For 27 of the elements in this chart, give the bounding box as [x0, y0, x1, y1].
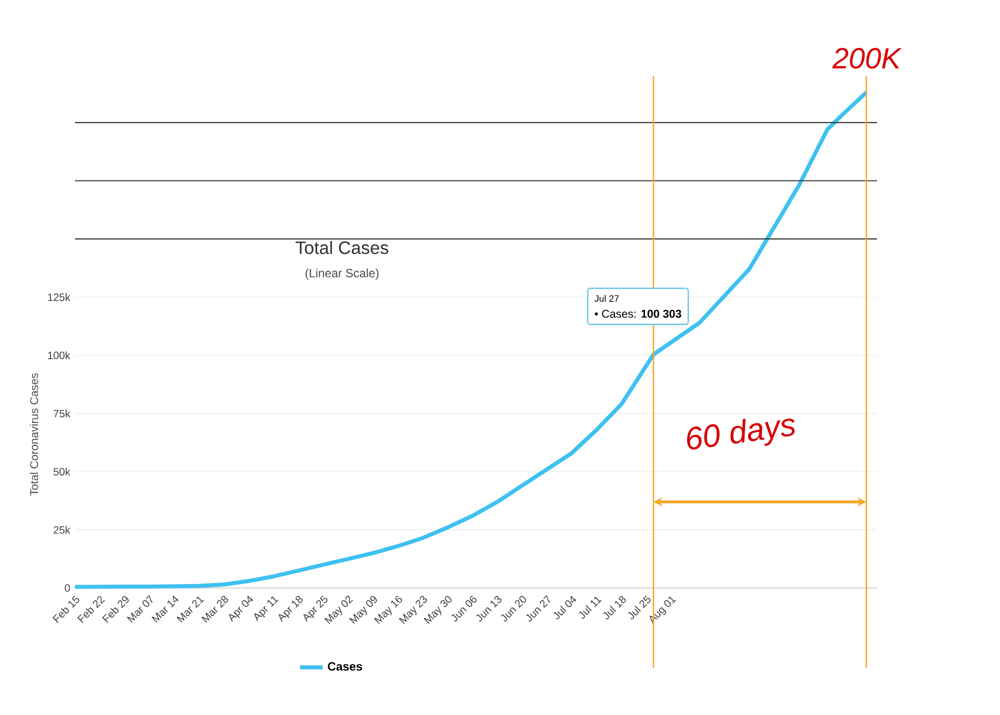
annotation: • Cases: 100 303 — [594, 310, 682, 318]
x-tick-label: Apr 18 — [278, 596, 303, 622]
text: Total Cases — [296, 240, 388, 254]
ref-line-label: 200K — [832, 48, 902, 69]
x-tick-label: Jun 20 — [501, 596, 526, 622]
y-tick-label: 100k — [48, 351, 70, 360]
y-axis-title: Total Coronavirus Cases — [30, 373, 38, 496]
y-tick-label: 50k — [54, 468, 70, 476]
x-tick-label: Apr 11 — [254, 596, 279, 622]
x-tick-label: Aug 01 — [650, 596, 676, 624]
y-tick-label: 25k — [54, 526, 70, 534]
y-tick-label: 0 — [64, 584, 70, 592]
annotation: Jul 27 — [594, 295, 619, 302]
y-tick-label: 125k — [48, 293, 70, 301]
x-tick-label: Jul 18 — [603, 596, 626, 620]
x-tick-label: Jun 06 — [451, 596, 477, 622]
y-tick-label: 75k — [54, 410, 70, 418]
x-tick-label: Jul 04 — [554, 596, 576, 620]
x-tick-label: Apr 04 — [228, 596, 254, 622]
legend-label: Cases — [328, 662, 362, 671]
x-tick-label: Jun 27 — [526, 595, 550, 622]
text: (Linear Scale) — [306, 268, 379, 280]
x-tick-label: Jul 25 — [628, 596, 651, 620]
x-tick-label: Jul 11 — [578, 596, 602, 619]
line-series — [73, 90, 868, 589]
annotation: 60 days — [687, 418, 795, 450]
x-tick-label: Jun 13 — [476, 596, 502, 622]
